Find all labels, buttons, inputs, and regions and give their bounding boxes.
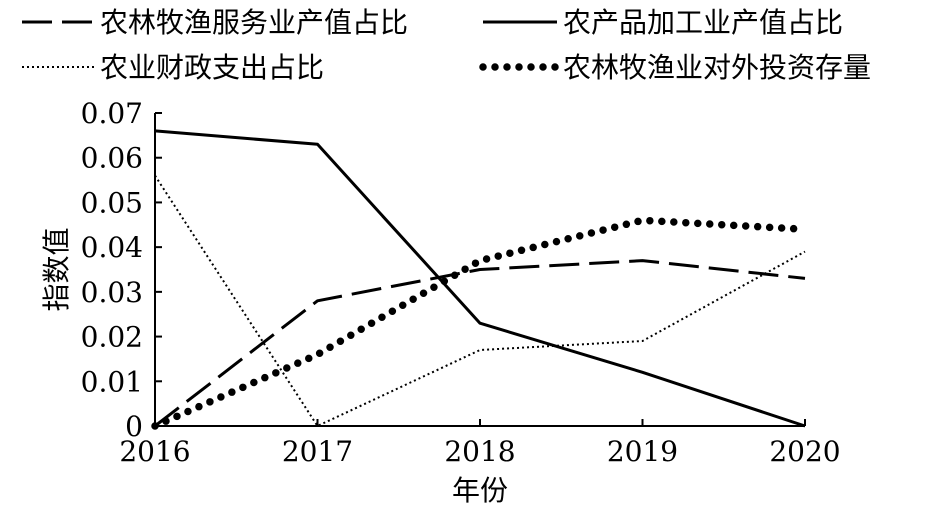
y-tick-label: 0 bbox=[125, 410, 143, 443]
series-lines bbox=[151, 129, 809, 430]
legend-label-investment: 农林牧渔业对外投资存量 bbox=[563, 51, 871, 84]
legend-label-service: 农林牧渔服务业产值占比 bbox=[100, 6, 408, 39]
x-tick-label: 2019 bbox=[607, 435, 678, 468]
legend-label-processing: 农产品加工业产值占比 bbox=[563, 6, 843, 39]
legend: 农林牧渔服务业产值占比 农产品加工业产值占比 农业财政支出占比 农林牧渔业对外投… bbox=[22, 6, 871, 84]
x-tick-label: 2020 bbox=[769, 435, 840, 468]
x-tick-label: 2018 bbox=[444, 435, 515, 468]
y-tick-label: 0.04 bbox=[81, 231, 143, 264]
series-line-2 bbox=[154, 175, 806, 427]
y-tick-label: 0.03 bbox=[81, 276, 143, 309]
series-line-3 bbox=[151, 216, 809, 430]
y-ticks: 0 0.01 0.02 0.03 0.04 0.05 0.06 0.07 bbox=[81, 97, 162, 443]
y-tick-label: 0.06 bbox=[81, 142, 143, 175]
y-tick-label: 0.01 bbox=[81, 365, 143, 398]
legend-label-fiscal: 农业财政支出占比 bbox=[100, 51, 324, 84]
y-axis-title: 指数值 bbox=[40, 227, 73, 311]
x-axis-title: 年份 bbox=[452, 474, 508, 507]
y-tick-label: 0.05 bbox=[81, 186, 143, 219]
series-line-0 bbox=[154, 259, 806, 428]
y-tick-label: 0.02 bbox=[81, 321, 143, 354]
y-tick-label: 0.07 bbox=[81, 97, 143, 130]
x-tick-label: 2016 bbox=[119, 435, 190, 468]
x-ticks: 2016 2017 2018 2019 2020 bbox=[119, 419, 841, 468]
series-line-1 bbox=[154, 129, 806, 428]
x-tick-label: 2017 bbox=[282, 435, 353, 468]
